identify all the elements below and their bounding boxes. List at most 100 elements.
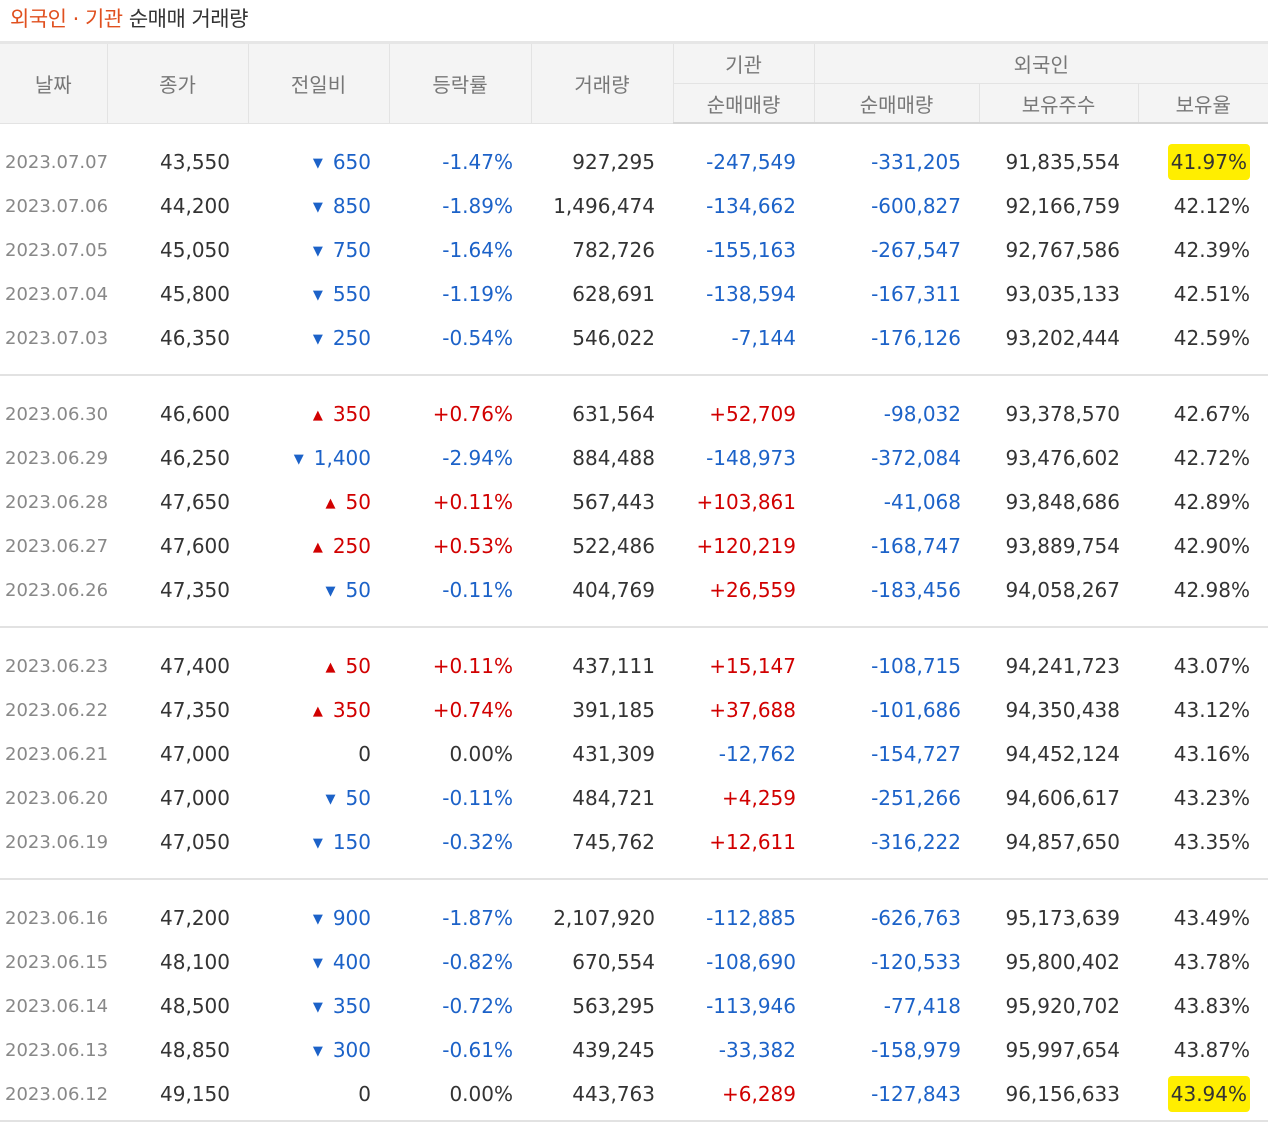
- date-cell: 2023.06.20: [5, 787, 109, 809]
- volume-cell: 443,763: [572, 1082, 655, 1106]
- change-value: 400: [332, 950, 371, 974]
- close-cell: 47,600: [160, 534, 230, 558]
- change-value: 50: [345, 786, 371, 810]
- ratio-cell: 43.16%: [1138, 732, 1268, 776]
- header-inst-net: 순매매량: [672, 83, 814, 124]
- header-holdings: 보유주수: [978, 83, 1138, 124]
- date-cell: 2023.06.15: [5, 951, 109, 973]
- foreign-net-cell: -372,084: [871, 446, 961, 470]
- date-cell: 2023.06.14: [5, 995, 109, 1017]
- rate-cell: -0.72%: [442, 994, 513, 1018]
- change-cell: ▲ 350: [248, 392, 389, 436]
- rate-cell: 0.00%: [449, 1082, 513, 1106]
- change-cell: ▼ 50: [248, 568, 389, 612]
- date-cell: 2023.06.27: [5, 535, 109, 557]
- volume-cell: 745,762: [572, 830, 655, 854]
- volume-cell: 670,554: [572, 950, 655, 974]
- holdings-cell: 92,166,759: [1005, 194, 1120, 218]
- down-triangle-icon: ▼: [312, 1044, 323, 1059]
- close-cell: 47,400: [160, 654, 230, 678]
- holdings-cell: 93,378,570: [1005, 402, 1120, 426]
- inst-net-cell: -7,144: [731, 326, 796, 350]
- volume-cell: 431,309: [572, 742, 655, 766]
- rate-cell: +0.74%: [432, 698, 513, 722]
- table-row: 2023.06.26 47,350 ▼ 50 -0.11% 404,769 +26,559 -…: [0, 568, 1268, 612]
- header-ratio: 보유율: [1137, 83, 1269, 124]
- inst-net-cell: -155,163: [706, 238, 796, 262]
- change-value: 250: [332, 326, 371, 350]
- section-title-highlight: 외국인 · 기관: [10, 7, 123, 31]
- ratio-value: 43.35%: [1173, 830, 1251, 854]
- up-triangle-icon: ▲: [325, 496, 336, 511]
- holdings-cell: 94,857,650: [1005, 830, 1120, 854]
- close-cell: 46,600: [160, 402, 230, 426]
- table-row: 2023.07.07 43,550 ▼ 650 -1.47% 927,295 -247,54…: [0, 140, 1268, 184]
- ratio-cell: 43.07%: [1138, 644, 1268, 688]
- inst-net-cell: +15,147: [709, 654, 796, 678]
- date-cell: 2023.06.23: [5, 655, 109, 677]
- ratio-value: 43.07%: [1173, 654, 1251, 678]
- change-value: 900: [332, 906, 371, 930]
- group-spacer: [0, 360, 1268, 375]
- table-row: 2023.07.03 46,350 ▼ 250 -0.54% 546,022 -7,144 -…: [0, 316, 1268, 360]
- table-row: 2023.07.05 45,050 ▼ 750 -1.64% 782,726 -155,16…: [0, 228, 1268, 272]
- header-volume: 거래량: [530, 42, 673, 124]
- holdings-cell: 93,476,602: [1005, 446, 1120, 470]
- up-triangle-icon: ▲: [325, 660, 336, 675]
- date-cell: 2023.07.04: [5, 283, 109, 305]
- ratio-cell: 41.97%: [1138, 140, 1268, 184]
- inst-net-cell: -12,762: [718, 742, 796, 766]
- down-triangle-icon: ▼: [312, 956, 323, 971]
- holdings-cell: 91,835,554: [1005, 150, 1120, 174]
- holdings-cell: 95,173,639: [1005, 906, 1120, 930]
- header-close: 종가: [106, 42, 248, 124]
- ratio-cell: 43.12%: [1138, 688, 1268, 732]
- volume-cell: 631,564: [572, 402, 655, 426]
- volume-cell: 567,443: [572, 490, 655, 514]
- close-cell: 48,100: [160, 950, 230, 974]
- foreign-net-cell: -41,068: [883, 490, 961, 514]
- change-cell: ▼ 50: [248, 776, 389, 820]
- date-cell: 2023.06.19: [5, 831, 109, 853]
- foreign-net-cell: -154,727: [871, 742, 961, 766]
- table-row: 2023.06.30 46,600 ▲ 350 +0.76% 631,564 +52,709…: [0, 392, 1268, 436]
- volume-cell: 563,295: [572, 994, 655, 1018]
- down-triangle-icon: ▼: [312, 1000, 323, 1015]
- foreign-net-cell: -316,222: [871, 830, 961, 854]
- rate-cell: +0.11%: [432, 654, 513, 678]
- group-spacer: [0, 376, 1268, 392]
- table-row: 2023.06.21 47,000 0 0.00% 431,309 -12,762 -154…: [0, 732, 1268, 776]
- change-value: 50: [345, 490, 371, 514]
- rate-cell: -0.82%: [442, 950, 513, 974]
- close-cell: 43,550: [160, 150, 230, 174]
- volume-cell: 437,111: [572, 654, 655, 678]
- date-cell: 2023.06.21: [5, 743, 109, 765]
- ratio-value: 43.23%: [1173, 786, 1251, 810]
- ratio-value: 42.89%: [1173, 490, 1251, 514]
- change-value: 50: [345, 578, 371, 602]
- change-value: 350: [332, 402, 371, 426]
- ratio-cell: 42.90%: [1138, 524, 1268, 568]
- table-row: 2023.06.12 49,150 0 0.00% 443,763 +6,289 -127,…: [0, 1072, 1268, 1116]
- change-cell: ▼ 250: [248, 316, 389, 360]
- ratio-value: 43.49%: [1173, 906, 1251, 930]
- rate-cell: -0.11%: [442, 578, 513, 602]
- close-cell: 45,800: [160, 282, 230, 306]
- foreign-net-cell: -77,418: [883, 994, 961, 1018]
- ratio-cell: 43.78%: [1138, 940, 1268, 984]
- ratio-cell: 42.89%: [1138, 480, 1268, 524]
- close-cell: 44,200: [160, 194, 230, 218]
- rate-cell: -0.11%: [442, 786, 513, 810]
- inst-net-cell: +12,611: [709, 830, 796, 854]
- highlighted-ratio: 43.94%: [1167, 1076, 1251, 1112]
- ratio-value: 43.16%: [1173, 742, 1251, 766]
- close-cell: 47,050: [160, 830, 230, 854]
- ratio-cell: 42.59%: [1138, 316, 1268, 360]
- holdings-cell: 94,350,438: [1005, 698, 1120, 722]
- table-row: 2023.06.27 47,600 ▲ 250 +0.53% 522,486 +120,21…: [0, 524, 1268, 568]
- inst-net-cell: -33,382: [718, 1038, 796, 1062]
- inst-net-cell: -138,594: [706, 282, 796, 306]
- date-cell: 2023.06.28: [5, 491, 109, 513]
- ratio-cell: 42.51%: [1138, 272, 1268, 316]
- change-value: 350: [332, 994, 371, 1018]
